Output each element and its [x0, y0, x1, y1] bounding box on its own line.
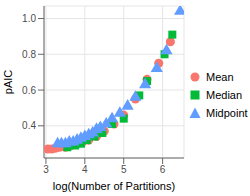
html-text:Median: Median — [206, 89, 243, 101]
svg-text:log(Number of Partitions): log(Number of Partitions) — [53, 180, 175, 192]
svg-text:4: 4 — [82, 164, 88, 175]
html-text:Mean: Mean — [206, 71, 234, 83]
svg-text:3: 3 — [43, 164, 49, 175]
svg-text:0.8: 0.8 — [22, 49, 36, 60]
svg-text:1.0: 1.0 — [22, 13, 36, 24]
svg-text:0.6: 0.6 — [22, 85, 36, 96]
svg-text:6: 6 — [160, 164, 166, 175]
html-text:Midpoint: Midpoint — [206, 107, 248, 119]
svg-text:0.4: 0.4 — [22, 120, 36, 131]
svg-text:pAIC: pAIC — [8, 70, 14, 95]
svg-text:5: 5 — [121, 164, 127, 175]
